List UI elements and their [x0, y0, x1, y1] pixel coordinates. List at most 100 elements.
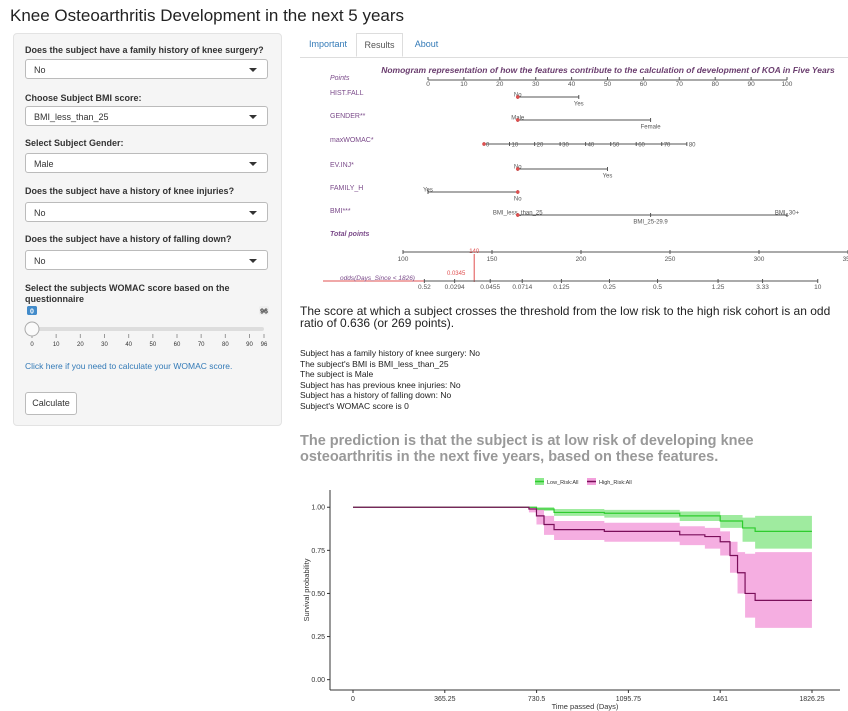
slider-tick-label: 50 — [149, 342, 156, 348]
x-axis-label: Time passed (Days) — [552, 702, 619, 711]
tick-label: 10 — [814, 284, 822, 291]
x-tick-label: 1461 — [712, 696, 728, 703]
selected-marker — [515, 95, 520, 99]
tick-label: 3.33 — [756, 284, 769, 291]
survival-line — [352, 506, 812, 601]
threshold-text: The score at which a subject crosses the… — [300, 304, 831, 330]
level-label: Yes — [603, 174, 613, 180]
calculate-button[interactable]: Calculate — [25, 392, 77, 415]
level-label: No — [514, 197, 522, 203]
level-label: 50 — [613, 143, 620, 149]
legend-label: Low_Risk:All — [547, 480, 578, 486]
select[interactable]: BMI_less_than_25 — [25, 106, 268, 126]
odds-label: odds(Days_Since < 1826) — [340, 275, 415, 282]
slider-tick-label: 0 — [30, 342, 34, 348]
summary-line: The subject is Male — [300, 369, 374, 379]
summary-line: Subject has a family history of knee sur… — [300, 348, 480, 358]
confidence-band — [352, 507, 812, 549]
tick-label: 1.25 — [712, 284, 725, 291]
slider-badge — [27, 306, 37, 315]
tick-label: 20 — [496, 81, 504, 88]
select[interactable]: No — [25, 59, 268, 79]
odds-marker-label: 0.0345 — [447, 271, 466, 277]
level-label: Yes — [423, 188, 433, 194]
level-label: 30 — [562, 143, 569, 149]
level-label: BMI_25-29.9 — [633, 220, 668, 226]
slider-badge-label: 0 — [30, 309, 34, 316]
level-label: Yes — [574, 102, 584, 108]
tick-label: 350 — [843, 256, 848, 263]
select[interactable]: No — [25, 250, 268, 270]
tab[interactable]: About — [414, 39, 439, 49]
y-tick-label: 0.25 — [311, 634, 325, 641]
select[interactable]: Male — [25, 153, 268, 173]
field-label: Does the subject have a history of falli… — [25, 234, 232, 244]
tick-label: 30 — [532, 81, 540, 88]
level-label: 10 — [511, 143, 518, 149]
y-tick-label: 0.00 — [311, 677, 325, 684]
confidence-band — [352, 507, 812, 628]
tick-label: 250 — [665, 256, 676, 263]
row-label: maxWOMAC* — [330, 137, 374, 144]
total-marker-label: 140 — [469, 249, 480, 255]
tick-label: 50 — [604, 81, 612, 88]
tab[interactable]: Results — [356, 33, 403, 57]
tick-label: 0.0714 — [512, 284, 532, 291]
level-label: 20 — [537, 143, 544, 149]
level-label: 80 — [689, 143, 696, 149]
field-label: Select Subject Gender: — [25, 138, 124, 148]
tick-label: 0 — [426, 81, 430, 88]
level-label: 40 — [588, 143, 595, 149]
selected-marker — [482, 142, 486, 146]
summary-line: Subject has a history of falling down: N… — [300, 390, 452, 400]
tick-label: 40 — [568, 81, 576, 88]
selected-marker — [515, 167, 520, 171]
slider-tick-label: 20 — [77, 342, 84, 348]
tick-label: 70 — [676, 81, 684, 88]
summary-line: The subject's BMI is BMI_less_than_25 — [300, 358, 449, 369]
slider-tick-label: 30 — [101, 342, 108, 348]
selected-marker — [515, 118, 520, 122]
slider-handle[interactable] — [24, 321, 40, 337]
slider-tick-label: 96 — [261, 342, 268, 348]
row-label: Points — [330, 75, 350, 82]
legend-label: High_Risk:All — [599, 480, 632, 486]
row-label: HIST.FALL — [330, 90, 364, 97]
level-label: 70 — [664, 143, 671, 149]
tick-label: 100 — [782, 81, 793, 88]
summary-line: Subject has has previous knee injuries: … — [300, 379, 461, 390]
tick-label: 100 — [398, 256, 409, 263]
y-axis-label: Survival probability — [302, 558, 311, 621]
tick-label: 200 — [576, 256, 587, 263]
slider-label: Select the subjects WOMAC score based on… — [25, 283, 230, 304]
slider-badge-label: 96 — [260, 309, 268, 316]
level-label: BMI_30+ — [775, 211, 800, 217]
slider-tick-label: 10 — [53, 342, 60, 348]
womac-link[interactable]: Click here if you need to calculate your… — [25, 361, 233, 371]
slider-tick-label: 90 — [246, 342, 253, 348]
select[interactable]: No — [25, 202, 268, 222]
tick-label: 10 — [460, 81, 468, 88]
tick-label: 90 — [747, 81, 755, 88]
field-label: Choose Subject BMI score: — [25, 93, 142, 103]
x-tick-label: 365.25 — [434, 696, 456, 703]
tick-label: 60 — [640, 81, 648, 88]
nomogram-title: Nomogram representation of how the featu… — [381, 65, 835, 75]
tick-label: 0.0455 — [480, 284, 500, 291]
tick-label: 0.52 — [418, 284, 431, 291]
selected-marker — [515, 213, 520, 217]
tick-label: 80 — [712, 81, 720, 88]
tab[interactable]: Important — [308, 39, 348, 49]
y-tick-label: 0.50 — [311, 591, 325, 598]
field-label: Does the subject have a family history o… — [25, 45, 264, 55]
level-label: Female — [641, 125, 662, 131]
prediction: The prediction is that the subject is at… — [300, 433, 754, 465]
summary: Subject has a family history of knee sur… — [300, 348, 480, 411]
row-label: BMI*** — [330, 208, 351, 215]
nomogram: Nomogram representation of how the featu… — [323, 65, 848, 291]
tab-line — [300, 57, 848, 58]
slider-tick-label: 70 — [198, 342, 205, 348]
level-label: 60 — [638, 143, 645, 149]
selected-marker — [515, 190, 520, 194]
app-title: Knee Osteoarthritis Development in the n… — [10, 6, 405, 25]
